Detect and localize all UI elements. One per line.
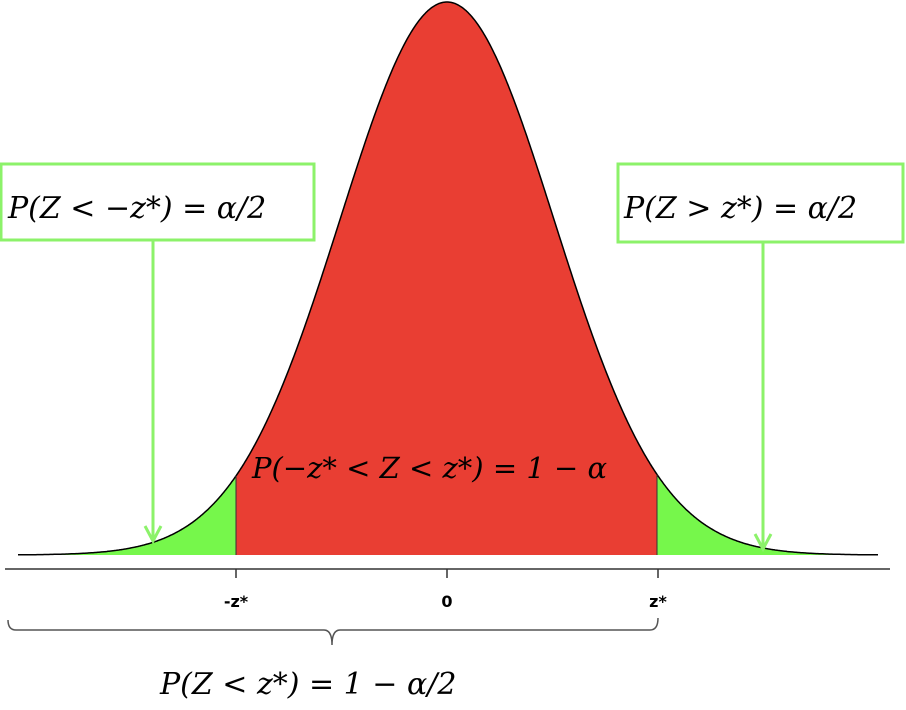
left-tail-region: [18, 475, 236, 555]
left-tail-label: P(Z < −z*) = α/2: [7, 191, 266, 226]
right-tail-label-box: [616, 162, 905, 244]
right-tail-region: [657, 474, 878, 555]
center-label: P(−z* < Z < z*) = 1 − α: [251, 451, 607, 485]
cumulative-label: P(Z < z*) = 1 − α/2: [159, 667, 456, 702]
right-arrow-head: [753, 533, 773, 553]
left-arrow-head: [143, 525, 163, 545]
density-curve: [18, 1, 878, 556]
left-tail-label-box: [0, 162, 316, 242]
tick-label-z: z*: [649, 592, 667, 611]
tick-label-zero: 0: [441, 592, 452, 611]
center-region: [236, 2, 657, 555]
brace: [7, 617, 659, 646]
right-tail-label: P(Z > z*) = α/2: [623, 191, 857, 226]
tick-label-neg-z: -z*: [224, 592, 249, 611]
